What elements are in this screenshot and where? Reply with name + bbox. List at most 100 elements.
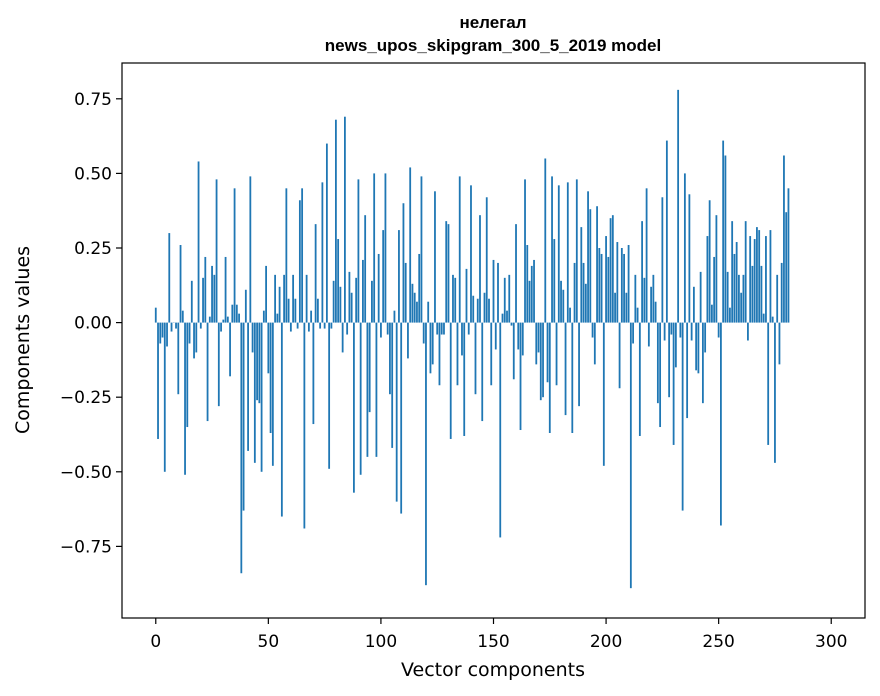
bar [740, 292, 743, 323]
bar [785, 212, 788, 323]
bar [661, 197, 664, 323]
bar [643, 277, 646, 323]
bar [170, 322, 173, 332]
bar [778, 322, 781, 365]
bar [382, 230, 385, 323]
bar [729, 307, 731, 323]
y-tick-label: −0.50 [60, 463, 112, 483]
bar [780, 262, 783, 323]
bar [217, 322, 220, 407]
bar [330, 322, 333, 329]
bar [539, 322, 542, 401]
bar [533, 259, 535, 323]
bar [355, 277, 358, 323]
bar [343, 116, 346, 323]
bar [393, 310, 396, 323]
bar [632, 322, 634, 344]
bars-group [154, 89, 790, 589]
bar [233, 188, 236, 323]
bar [298, 200, 301, 323]
bar [562, 289, 565, 323]
bar [638, 322, 641, 436]
bar [584, 283, 587, 323]
bar [449, 322, 452, 439]
x-tick-label: 250 [702, 632, 734, 652]
bar [389, 322, 391, 395]
bar [699, 271, 702, 323]
bar [760, 265, 763, 323]
x-tick-label: 200 [590, 632, 622, 652]
bar [515, 224, 517, 323]
bar [634, 274, 637, 323]
bar [645, 188, 648, 323]
bar [332, 280, 335, 323]
y-tick-label: 0.00 [74, 314, 112, 334]
bar [443, 322, 445, 335]
bar [238, 313, 240, 323]
bar [375, 322, 378, 457]
bar [220, 322, 222, 332]
bar [425, 322, 427, 586]
bar [301, 188, 304, 323]
y-tick-label: −0.75 [60, 537, 112, 557]
bar [753, 239, 756, 323]
bar [346, 322, 349, 335]
bar [623, 253, 625, 323]
bar [157, 322, 159, 439]
bar [629, 322, 632, 589]
bar [733, 253, 736, 323]
bar [193, 322, 195, 359]
bar [362, 259, 364, 323]
bar [283, 274, 286, 323]
bar [463, 322, 466, 436]
bar [256, 322, 258, 401]
bar [524, 179, 526, 323]
bar [177, 322, 180, 395]
bar [429, 322, 432, 374]
bar [548, 322, 551, 433]
bar [706, 236, 709, 323]
bar [206, 322, 209, 422]
bar [420, 176, 423, 323]
bar [195, 322, 198, 353]
bar [697, 322, 700, 374]
bar [483, 292, 486, 323]
bar [627, 245, 630, 323]
bar [526, 245, 529, 323]
bar [316, 298, 319, 323]
bar [199, 322, 202, 329]
bar [249, 176, 252, 323]
bar [197, 161, 200, 323]
y-tick-label: 0.75 [74, 90, 112, 110]
bar [280, 322, 283, 517]
bar [521, 322, 524, 356]
bar [560, 280, 562, 323]
bar [717, 322, 720, 338]
bar [409, 167, 412, 323]
bar [229, 322, 231, 377]
bar [686, 322, 689, 419]
bar [314, 224, 317, 323]
bar [307, 322, 310, 332]
bar [670, 322, 673, 335]
bar [402, 203, 405, 323]
x-tick-label: 300 [815, 632, 847, 652]
bar [454, 277, 457, 323]
bar [445, 221, 448, 323]
bar [683, 173, 686, 323]
bar [447, 224, 450, 323]
bar [339, 286, 342, 323]
bar [668, 322, 671, 398]
bar [720, 322, 722, 526]
bar [334, 119, 337, 323]
bar [503, 277, 506, 323]
bar [738, 274, 740, 323]
bar [274, 274, 277, 323]
bar [384, 173, 387, 323]
bar [609, 218, 612, 323]
bar [373, 173, 376, 323]
bar [726, 271, 729, 323]
bar [242, 322, 245, 511]
bar [404, 262, 407, 323]
